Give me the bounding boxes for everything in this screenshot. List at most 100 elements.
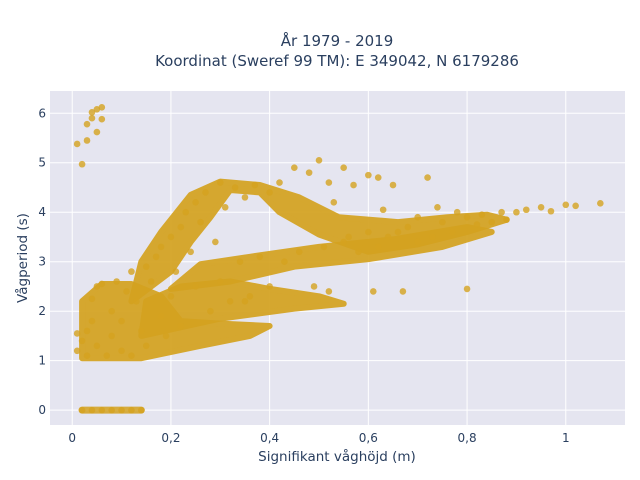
y-tick-label-5: 5 — [38, 156, 46, 170]
x-tick-label-0: 0 — [68, 431, 76, 445]
data-point-63 — [236, 258, 244, 266]
data-point-41 — [152, 253, 160, 261]
data-point-64 — [241, 194, 249, 201]
data-point-103 — [463, 213, 471, 221]
data-point-102 — [453, 208, 461, 216]
data-point-85 — [365, 228, 372, 236]
data-point-23 — [88, 295, 96, 303]
data-point-93 — [399, 288, 407, 295]
data-point-28 — [108, 332, 115, 340]
data-point-61 — [226, 297, 234, 305]
data-point-95 — [414, 213, 422, 221]
data-point-4 — [118, 406, 125, 414]
data-point-6 — [138, 406, 145, 414]
data-point-79 — [330, 199, 338, 206]
data-point-0 — [78, 406, 86, 414]
data-point-51 — [187, 248, 194, 256]
data-point-57 — [212, 238, 219, 246]
data-point-119 — [463, 285, 471, 293]
data-point-40 — [147, 278, 155, 285]
data-point-44 — [162, 332, 170, 340]
y-tick-label-4: 4 — [38, 205, 46, 219]
data-point-84 — [355, 248, 362, 256]
data-point-70 — [276, 179, 283, 186]
data-point-7 — [73, 140, 81, 148]
data-point-10 — [83, 120, 91, 128]
data-point-16 — [98, 115, 106, 123]
data-point-92 — [394, 228, 402, 236]
x-tick-label-4: 0,8 — [458, 431, 477, 445]
data-point-83 — [350, 181, 357, 189]
data-point-73 — [295, 248, 303, 256]
data-point-91 — [389, 181, 397, 189]
data-point-36 — [133, 297, 140, 305]
data-point-9 — [83, 137, 91, 144]
data-point-117 — [325, 288, 333, 295]
data-point-110 — [522, 206, 530, 214]
data-point-88 — [374, 174, 382, 181]
data-point-38 — [142, 263, 150, 270]
data-point-105 — [478, 211, 486, 219]
data-point-52 — [192, 199, 199, 206]
data-point-45 — [167, 233, 175, 241]
data-point-43 — [157, 243, 165, 251]
data-point-78 — [325, 179, 333, 186]
data-point-8 — [78, 160, 86, 168]
data-point-37 — [138, 327, 145, 335]
data-point-47 — [172, 268, 180, 275]
data-point-65 — [246, 293, 254, 300]
data-point-11 — [88, 114, 96, 122]
y-axis-ticks: 0 1 2 3 4 5 6 — [38, 106, 46, 417]
data-point-2 — [98, 406, 106, 414]
data-point-96 — [414, 238, 422, 246]
data-point-99 — [434, 203, 441, 211]
data-point-90 — [384, 233, 392, 241]
data-point-3 — [108, 406, 115, 414]
data-point-35 — [128, 268, 135, 275]
data-point-50 — [182, 208, 190, 216]
data-point-18 — [73, 330, 81, 337]
data-point-81 — [340, 164, 347, 171]
data-point-118 — [369, 288, 377, 295]
data-point-30 — [113, 278, 120, 285]
data-point-98 — [429, 233, 436, 241]
data-point-48 — [177, 223, 185, 231]
data-point-24 — [93, 342, 101, 350]
data-point-89 — [379, 206, 387, 214]
data-point-49 — [177, 322, 185, 330]
data-point-62 — [231, 184, 239, 191]
x-axis-label: Signifikant våghöjd (m) — [258, 448, 416, 465]
data-point-58 — [216, 179, 224, 186]
data-point-27 — [103, 352, 111, 360]
y-tick-label-2: 2 — [38, 304, 46, 318]
chart-title: År 1979 - 2019 — [281, 31, 394, 50]
data-point-26 — [98, 280, 106, 288]
data-point-22 — [88, 317, 96, 325]
point-cloud-region-3 — [167, 224, 495, 292]
data-point-82 — [345, 233, 352, 241]
y-axis-label: Vågperiod (s) — [14, 213, 31, 303]
data-point-32 — [118, 317, 125, 325]
data-point-112 — [547, 207, 555, 215]
data-point-17 — [73, 347, 81, 355]
data-point-12 — [88, 108, 96, 116]
data-point-14 — [93, 106, 101, 113]
data-point-53 — [192, 283, 199, 290]
data-point-46 — [167, 293, 175, 300]
data-point-97 — [424, 174, 431, 181]
data-point-114 — [572, 202, 579, 210]
data-point-21 — [83, 327, 91, 335]
data-points — [73, 104, 604, 414]
data-point-25 — [93, 283, 101, 290]
data-point-59 — [216, 278, 224, 285]
data-point-76 — [315, 156, 323, 164]
data-point-1 — [88, 406, 96, 414]
data-point-111 — [537, 203, 545, 211]
data-point-56 — [207, 307, 214, 315]
data-point-29 — [108, 307, 115, 315]
data-point-116 — [241, 297, 249, 305]
data-point-67 — [256, 253, 264, 261]
data-point-109 — [513, 208, 520, 216]
data-point-54 — [197, 218, 204, 226]
